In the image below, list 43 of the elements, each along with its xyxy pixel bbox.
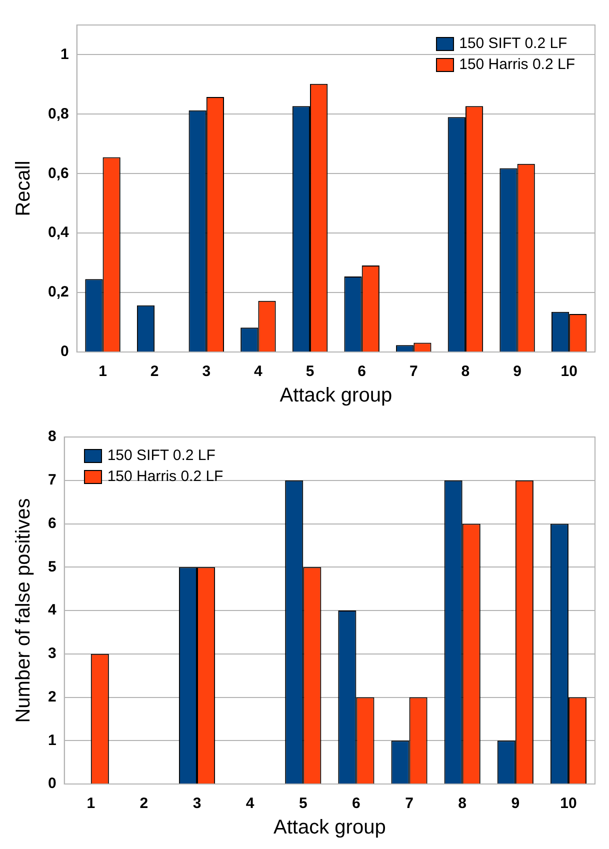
y-tick-label: 6 — [48, 514, 56, 532]
legend-label: 150 Harris 0.2 LF — [107, 467, 224, 487]
y-tick-label: 5 — [48, 558, 56, 576]
y-tick-label: 0 — [60, 343, 69, 360]
x-tick-label: 1 — [98, 363, 107, 380]
x-tick-label: 1 — [86, 795, 96, 812]
y-axis-title: Recall — [12, 160, 35, 216]
y-tick-label: 0,4 — [48, 224, 70, 242]
x-tick-label: 5 — [298, 795, 308, 812]
x-tick-label: 4 — [254, 363, 264, 380]
x-tick-label: 6 — [352, 795, 360, 812]
legend-label: 150 Harris 0.2 LF — [459, 55, 575, 75]
x-tick-label: 7 — [409, 363, 418, 380]
y-tick-label: 1 — [48, 732, 56, 749]
y-tick-label: 8 — [48, 428, 56, 446]
x-tick-label: 4 — [246, 795, 255, 812]
y-tick-label: 0,6 — [48, 164, 69, 182]
x-tick-label: 10 — [560, 363, 578, 380]
legend-label: 150 SIFT 0.2 LF — [107, 446, 216, 466]
x-tick-label: 7 — [405, 795, 414, 812]
legend-label: 150 SIFT 0.2 LF — [459, 34, 568, 54]
x-tick-label: 3 — [192, 795, 202, 812]
x-tick-label: 3 — [202, 363, 211, 380]
y-tick-label: 3 — [48, 645, 56, 662]
y-tick-label: 0,2 — [48, 284, 69, 301]
x-tick-label: 2 — [140, 795, 148, 812]
y-tick-label: 7 — [48, 472, 56, 489]
x-tick-label: 10 — [560, 795, 577, 812]
y-axis-title: Number of false positives — [12, 498, 35, 723]
x-tick-label: 5 — [306, 363, 314, 380]
x-tick-label: 9 — [511, 795, 520, 812]
x-axis-title: Attack group — [280, 384, 392, 407]
y-tick-label: 4 — [48, 602, 57, 619]
x-tick-label: 8 — [458, 795, 467, 812]
y-tick-label: 1 — [60, 46, 69, 63]
x-tick-label: 6 — [358, 363, 366, 380]
x-tick-label: 9 — [513, 363, 522, 380]
y-tick-label: 0,8 — [48, 105, 69, 122]
x-axis-title: Attack group — [274, 816, 386, 839]
x-tick-label: 8 — [461, 363, 470, 380]
x-tick-label: 2 — [150, 363, 159, 380]
y-tick-label: 0 — [48, 775, 56, 792]
y-tick-label: 2 — [48, 688, 56, 706]
